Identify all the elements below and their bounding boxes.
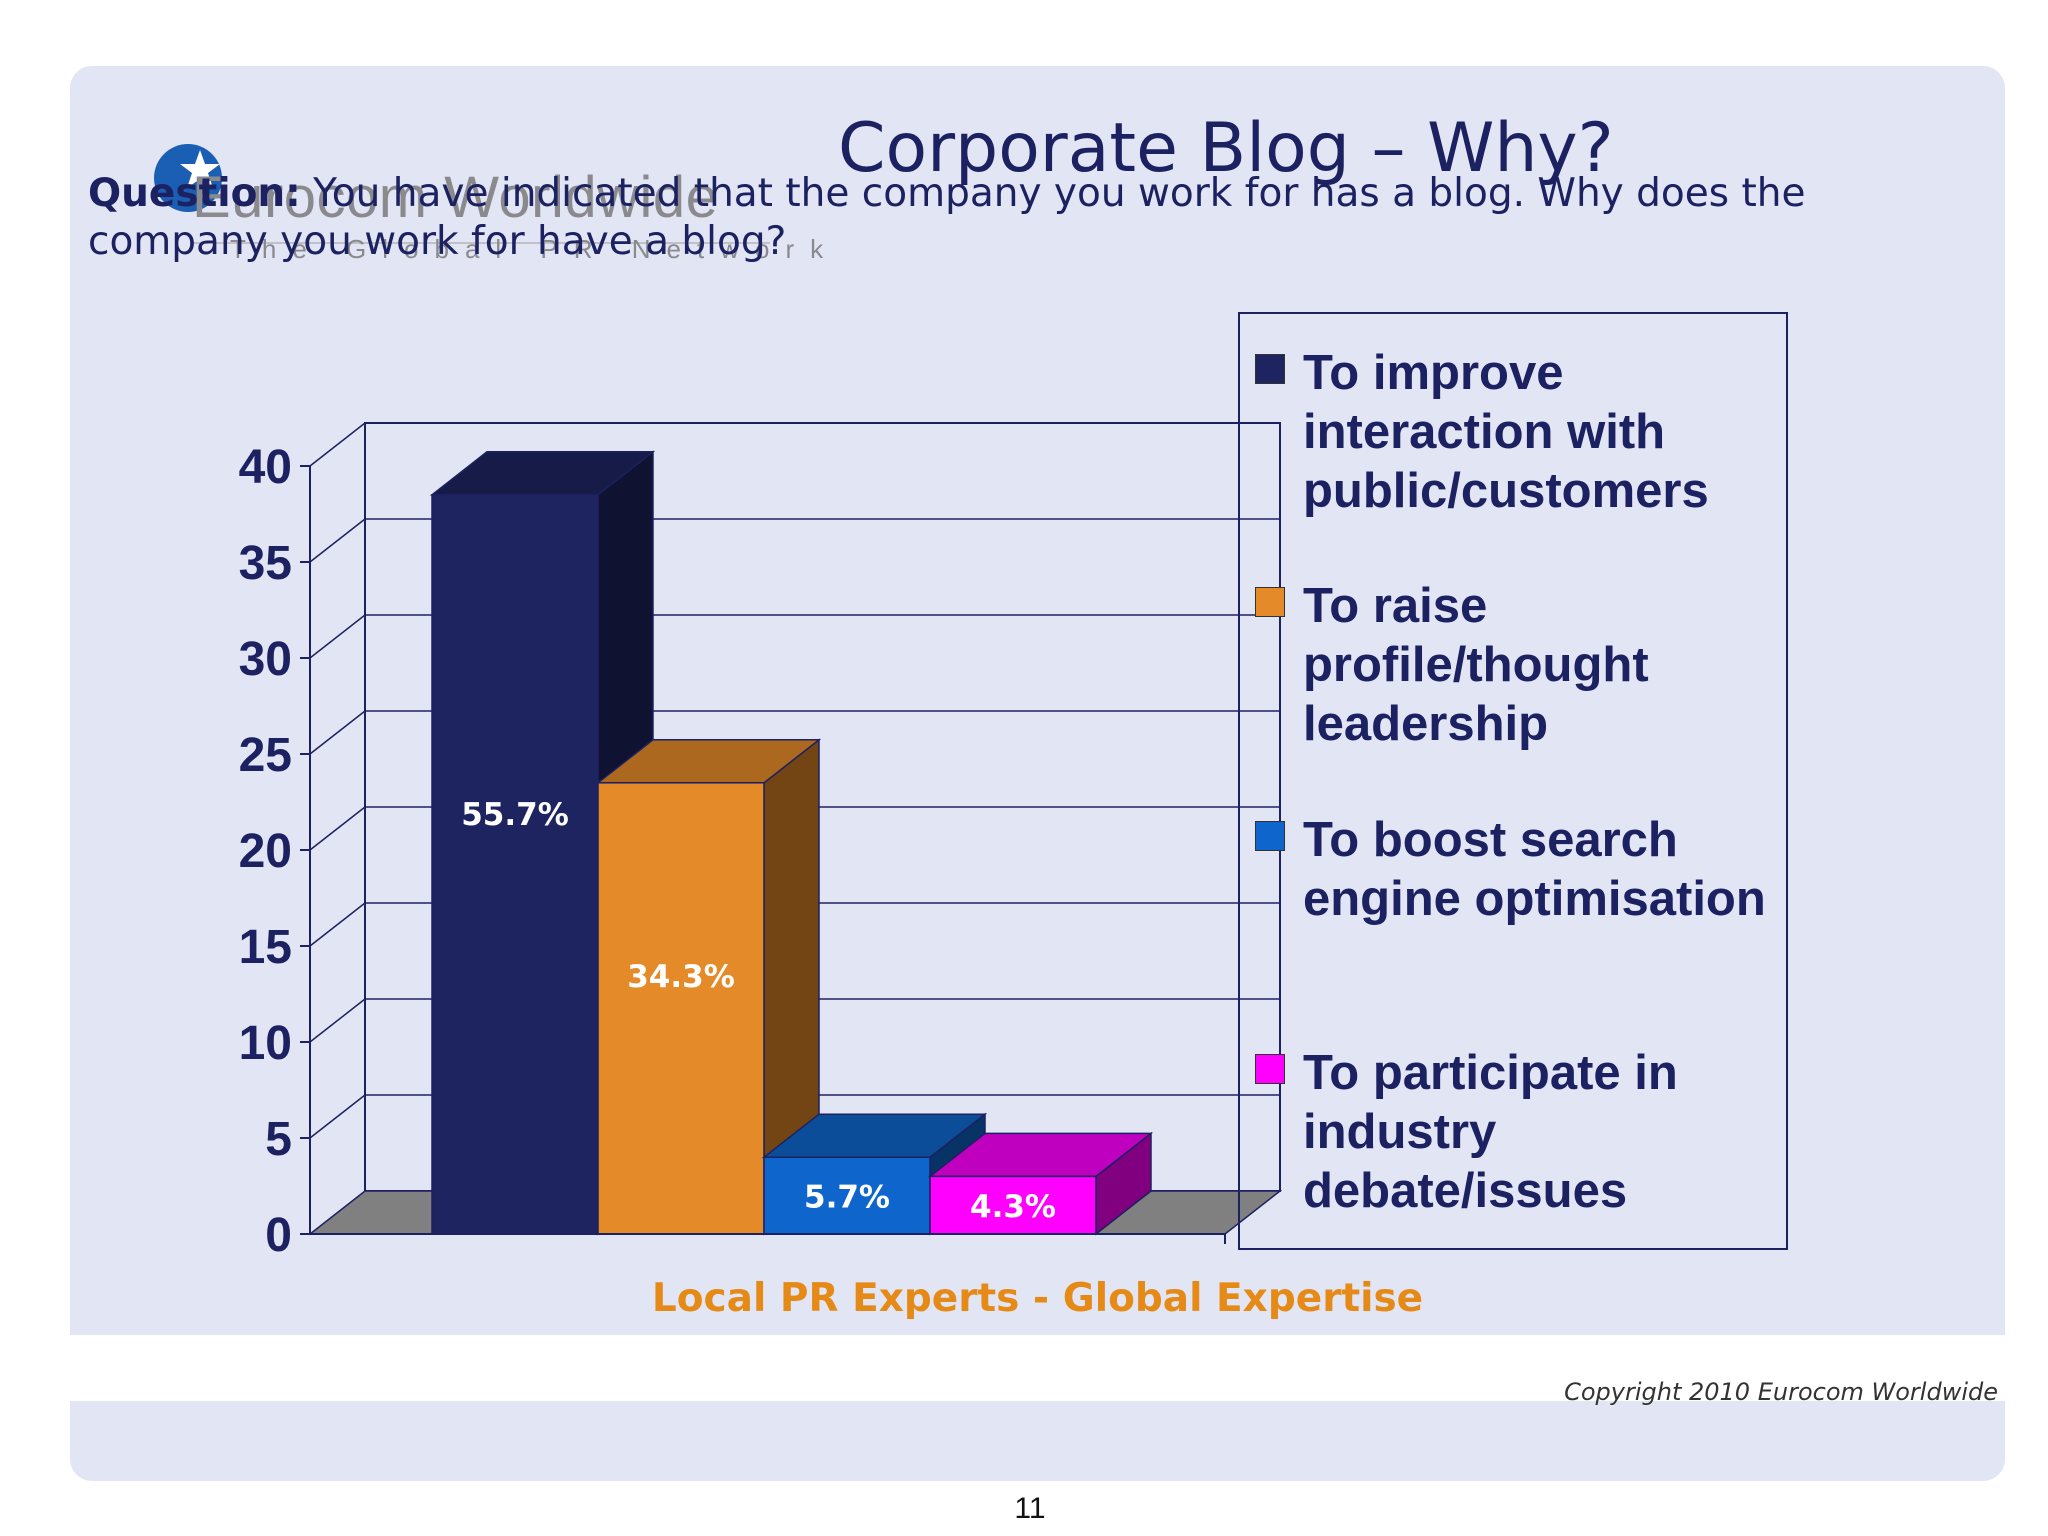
slide-title: Corporate Blog – Why? [838, 109, 1614, 188]
chart-legend: To improve interaction with public/custo… [1238, 312, 1788, 1250]
gridline-side [309, 614, 366, 659]
y-tick-label: 40 [239, 441, 292, 494]
legend-swatch [1255, 821, 1285, 851]
y-tick-label: 15 [239, 921, 292, 974]
data-label: 55.7% [461, 797, 569, 833]
bar-4 [929, 1175, 1097, 1235]
y-tick-label: 10 [239, 1017, 292, 1070]
bar-3 [763, 1156, 931, 1235]
bar-2 [597, 782, 765, 1235]
y-tick-label: 25 [239, 729, 292, 782]
gridline-side [309, 998, 366, 1043]
footer-band [70, 1335, 2005, 1401]
gridline-side [309, 710, 366, 755]
y-tick-label: 35 [239, 537, 292, 590]
bar-1 [431, 494, 599, 1235]
gridline-side [309, 1094, 366, 1139]
legend-swatch [1255, 587, 1285, 617]
logo-tagline: The Global PR Network [230, 234, 840, 264]
data-label: 34.3% [627, 959, 735, 995]
legend-label: To raise profile/thought leadership [1303, 579, 1649, 751]
legend-label: To boost search engine optimisation [1303, 813, 1766, 926]
gridline-side [309, 518, 366, 563]
gridline-side [309, 806, 366, 851]
question-text: You have indicated that the company you … [88, 171, 1806, 264]
gridline-side [309, 422, 366, 467]
data-label: 5.7% [804, 1180, 890, 1216]
gridline-side [309, 902, 366, 947]
logo: Eurocom Worldwide The Global PR Network [110, 104, 823, 264]
legend-label: To participate in industry debate/issues [1303, 1046, 1678, 1218]
logo-divider [190, 242, 770, 244]
legend-swatch [1255, 1054, 1285, 1084]
footer-slogan: Local PR Experts - Global Expertise [651, 1276, 1424, 1321]
y-tick-label: 0 [265, 1209, 292, 1262]
copyright-text: Copyright 2010 Eurocom Worldwide [1564, 1378, 1998, 1406]
globe-star-icon [154, 144, 222, 212]
page-number: 11 [1014, 1492, 1046, 1525]
question-label: Question: [88, 171, 301, 216]
legend-label: To improve interaction with public/custo… [1303, 346, 1709, 518]
legend-swatch [1255, 354, 1285, 384]
y-tick-label: 20 [239, 825, 292, 878]
survey-question: Question: You have indicated that the co… [88, 170, 1868, 266]
y-tick-label: 5 [265, 1113, 292, 1166]
logo-name: Eurocom Worldwide [192, 165, 719, 230]
data-label: 4.3% [970, 1189, 1056, 1225]
y-tick-label: 30 [239, 633, 292, 686]
